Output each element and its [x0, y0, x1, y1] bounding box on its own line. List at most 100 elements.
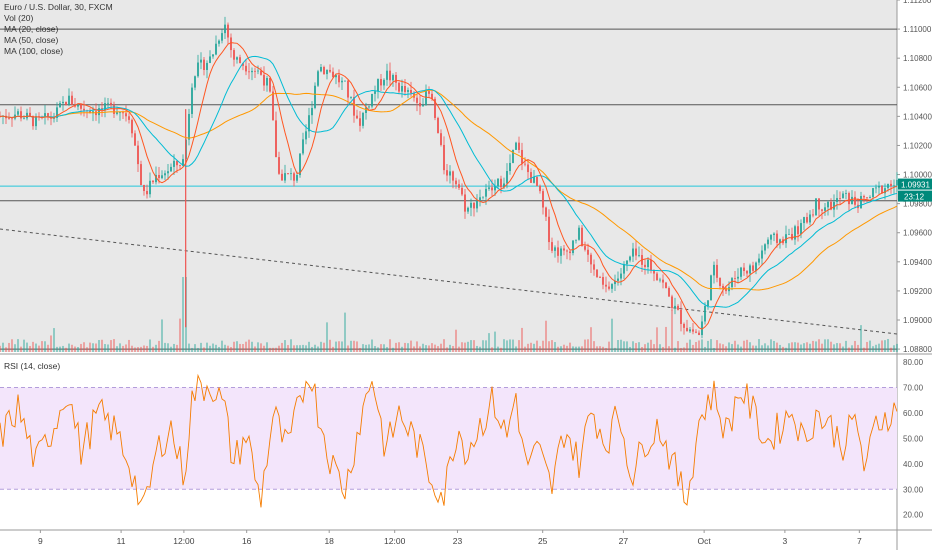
candle-body[interactable]	[854, 196, 856, 205]
candle-body[interactable]	[44, 113, 46, 118]
candle-body[interactable]	[257, 70, 259, 72]
candle-body[interactable]	[110, 102, 112, 105]
candle-body[interactable]	[503, 183, 505, 188]
candle-body[interactable]	[437, 117, 439, 134]
candle-body[interactable]	[119, 112, 121, 114]
trendline[interactable]	[0, 228, 898, 335]
candle-body[interactable]	[353, 97, 355, 116]
candle-body[interactable]	[590, 254, 592, 265]
candle-body[interactable]	[164, 173, 166, 176]
candle-body[interactable]	[422, 104, 424, 107]
candle-body[interactable]	[887, 183, 889, 189]
candle-body[interactable]	[200, 59, 202, 63]
candle-body[interactable]	[689, 329, 691, 332]
candle-body[interactable]	[368, 106, 370, 108]
candle-body[interactable]	[674, 305, 676, 309]
candle-body[interactable]	[644, 264, 646, 268]
candle-body[interactable]	[71, 95, 73, 105]
candle-body[interactable]	[371, 93, 373, 107]
candle-body[interactable]	[842, 193, 844, 199]
candle-body[interactable]	[806, 217, 808, 223]
candle-body[interactable]	[410, 89, 412, 94]
candle-body[interactable]	[734, 278, 736, 279]
candle-body[interactable]	[614, 280, 616, 285]
candle-body[interactable]	[83, 108, 85, 111]
candle-body[interactable]	[620, 273, 622, 279]
ma50-line[interactable]	[0, 55, 898, 308]
candle-body[interactable]	[455, 180, 457, 185]
candle-body[interactable]	[320, 66, 322, 72]
candle-body[interactable]	[482, 196, 484, 198]
candle-body[interactable]	[461, 187, 463, 195]
candle-body[interactable]	[497, 178, 499, 187]
candle-body[interactable]	[515, 142, 517, 150]
candle-body[interactable]	[104, 103, 106, 111]
candle-body[interactable]	[653, 270, 655, 274]
candle-body[interactable]	[557, 247, 559, 256]
candle-body[interactable]	[677, 305, 679, 310]
candle-body[interactable]	[671, 296, 673, 309]
candle-body[interactable]	[662, 279, 664, 283]
candle-body[interactable]	[398, 82, 400, 92]
candle-body[interactable]	[896, 179, 898, 186]
candle-body[interactable]	[329, 69, 331, 72]
candle-body[interactable]	[377, 79, 379, 92]
candle-body[interactable]	[206, 62, 208, 70]
candle-body[interactable]	[767, 239, 769, 245]
candle-body[interactable]	[359, 118, 361, 126]
candle-body[interactable]	[149, 180, 151, 195]
candle-body[interactable]	[128, 116, 130, 120]
legend-ma100[interactable]: MA (100, close)	[4, 46, 64, 56]
candle-body[interactable]	[191, 87, 193, 114]
candle-body[interactable]	[401, 86, 403, 92]
candle-body[interactable]	[425, 91, 427, 105]
candle-body[interactable]	[383, 79, 385, 86]
candle-body[interactable]	[872, 188, 874, 198]
candle-body[interactable]	[113, 104, 115, 114]
candle-body[interactable]	[836, 198, 838, 202]
candle-body[interactable]	[512, 149, 514, 163]
candle-body[interactable]	[179, 165, 181, 167]
candle-body[interactable]	[17, 111, 19, 115]
rsi-line[interactable]	[0, 373, 898, 508]
candle-body[interactable]	[869, 197, 871, 198]
candle-body[interactable]	[11, 118, 13, 120]
candle-body[interactable]	[68, 95, 70, 105]
candle-body[interactable]	[293, 173, 295, 181]
candle-body[interactable]	[698, 332, 700, 336]
candle-body[interactable]	[197, 62, 199, 77]
candle-body[interactable]	[692, 329, 694, 332]
candle-body[interactable]	[467, 207, 469, 212]
candle-body[interactable]	[548, 216, 550, 243]
candle-body[interactable]	[443, 144, 445, 171]
candle-body[interactable]	[656, 273, 658, 281]
candle-body[interactable]	[464, 194, 466, 212]
candle-body[interactable]	[560, 248, 562, 256]
candle-body[interactable]	[239, 57, 241, 64]
candle-body[interactable]	[626, 260, 628, 265]
candle-body[interactable]	[818, 198, 820, 210]
candle-body[interactable]	[254, 70, 256, 72]
candle-body[interactable]	[317, 71, 319, 86]
candle-body[interactable]	[863, 196, 865, 198]
candle-body[interactable]	[815, 198, 817, 216]
candle-body[interactable]	[344, 80, 346, 82]
candle-body[interactable]	[248, 71, 250, 73]
candle-body[interactable]	[80, 104, 82, 109]
candle-body[interactable]	[140, 164, 142, 186]
candle-body[interactable]	[374, 91, 376, 94]
candle-body[interactable]	[596, 269, 598, 278]
candle-body[interactable]	[458, 184, 460, 188]
candle-body[interactable]	[659, 279, 661, 281]
candle-body[interactable]	[431, 93, 433, 99]
candle-body[interactable]	[65, 101, 67, 105]
candle-body[interactable]	[521, 149, 523, 164]
candle-body[interactable]	[314, 85, 316, 108]
candle-body[interactable]	[233, 50, 235, 60]
candle-body[interactable]	[326, 69, 328, 75]
candle-body[interactable]	[251, 70, 253, 73]
candle-body[interactable]	[263, 74, 265, 86]
candle-body[interactable]	[407, 89, 409, 92]
candle-body[interactable]	[362, 112, 364, 126]
candle-body[interactable]	[275, 120, 277, 158]
